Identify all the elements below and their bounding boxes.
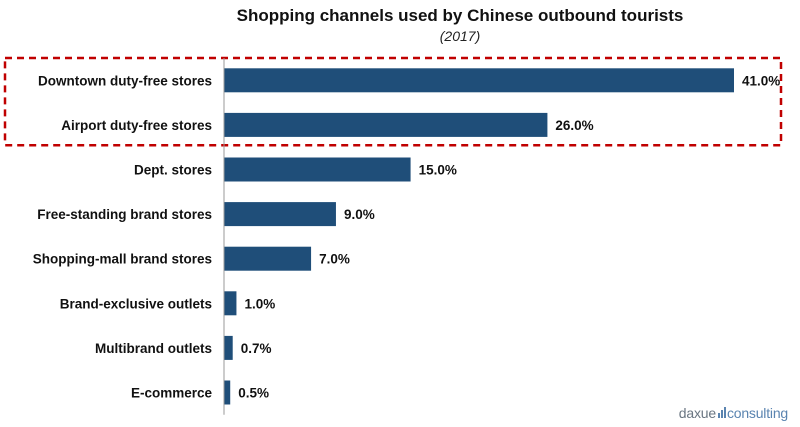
bar-2	[224, 157, 411, 182]
logo-prefix: daxue	[678, 405, 716, 421]
category-label-2: Dept. stores	[134, 163, 212, 178]
bar-4	[224, 246, 312, 271]
category-label-3: Free-standing brand stores	[37, 207, 212, 222]
value-label-3: 9.0%	[344, 207, 375, 222]
logo-suffix: consulting	[726, 405, 788, 421]
category-label-6: Multibrand outlets	[95, 341, 212, 356]
chart-subtitle: (2017)	[439, 28, 481, 44]
bar-7	[224, 380, 231, 405]
bar-5	[224, 291, 237, 316]
highlight-box	[3, 56, 783, 147]
value-label-6: 0.7%	[241, 341, 272, 356]
category-label-5: Brand-exclusive outlets	[60, 296, 212, 311]
category-label-4: Shopping-mall brand stores	[33, 252, 212, 267]
bar-1	[224, 112, 548, 137]
value-label-1: 26.0%	[555, 118, 593, 133]
value-label-7: 0.5%	[238, 386, 269, 401]
bar-6	[224, 335, 233, 360]
category-label-0: Downtown duty-free stores	[38, 73, 212, 88]
value-label-5: 1.0%	[244, 296, 275, 311]
logo-bars-icon	[717, 407, 726, 418]
value-label-4: 7.0%	[319, 252, 350, 267]
value-label-2: 15.0%	[419, 163, 457, 178]
category-label-1: Airport duty-free stores	[61, 118, 212, 133]
value-label-0: 41.0%	[742, 73, 780, 88]
bar-0	[224, 68, 734, 93]
category-label-7: E-commerce	[131, 386, 213, 401]
daxue-consulting-logo: daxue consulting	[679, 405, 788, 421]
bar-3	[224, 202, 336, 227]
chart-title: Shopping channels used by Chinese outbou…	[236, 6, 684, 25]
